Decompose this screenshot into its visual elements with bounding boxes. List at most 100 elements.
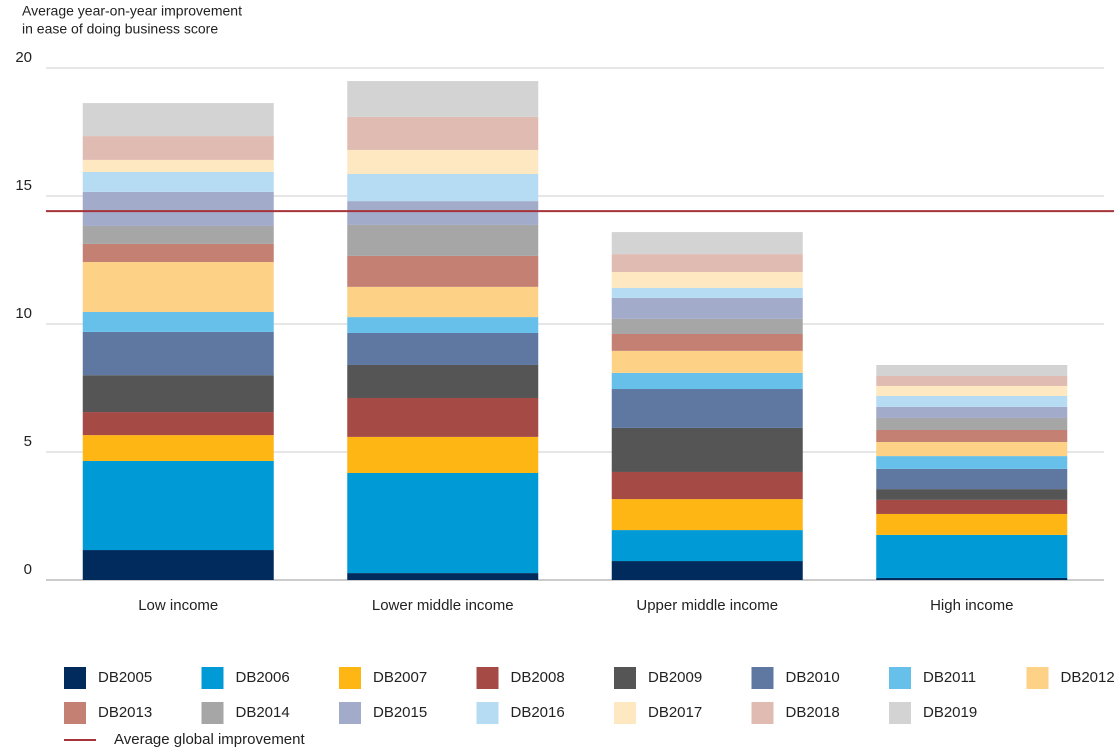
y-axis-title: Average year-on-year improvement: [22, 3, 242, 19]
legend-swatch: [889, 702, 911, 724]
bar-segment: [82, 550, 274, 580]
bar-segment: [611, 471, 803, 500]
legend-swatch: [201, 667, 224, 689]
bar-segment: [876, 375, 1068, 386]
bar-segment: [82, 311, 274, 332]
legend-swatch: [1026, 667, 1049, 689]
y-tick-label: 10: [15, 305, 32, 322]
legend-swatch: [889, 667, 911, 689]
bar-segment: [347, 397, 539, 437]
bar-segment: [347, 173, 539, 202]
bar-segment: [82, 243, 274, 263]
bar-segment: [876, 395, 1068, 407]
y-tick-label: 15: [15, 177, 32, 194]
legend-label: DB2013: [98, 704, 152, 721]
bar-segment: [347, 364, 539, 398]
bar-segment: [611, 272, 803, 288]
legend-label: DB2018: [786, 704, 840, 721]
legend-label: DB2007: [373, 669, 427, 686]
y-tick-label: 20: [15, 49, 32, 66]
bar-segment: [876, 577, 1068, 580]
bar-segment: [611, 350, 803, 373]
bar-segment: [82, 460, 274, 551]
legend-label: DB2009: [648, 669, 702, 686]
bar-segment: [876, 406, 1068, 418]
bar-segment: [876, 513, 1068, 535]
bar-segment: [347, 573, 539, 580]
bar-segment: [611, 427, 803, 472]
bar-segment: [347, 317, 539, 333]
bar-segment: [876, 489, 1068, 500]
bar-segment: [611, 333, 803, 351]
legend-swatch: [614, 702, 636, 724]
bar-segment: [82, 103, 274, 137]
bar-segment: [82, 435, 274, 461]
bar-segment: [611, 297, 803, 319]
bar-segment: [347, 149, 539, 174]
bar-segment: [876, 429, 1068, 443]
bar-segment: [611, 499, 803, 531]
bar-segment: [82, 171, 274, 192]
y-tick-label: 0: [24, 561, 32, 578]
bar-segment: [611, 287, 803, 298]
legend-label: DB2010: [786, 669, 840, 686]
legend-label: DB2014: [236, 704, 290, 721]
legend-label: DB2008: [511, 669, 565, 686]
bar-segment: [82, 331, 274, 376]
bar-segment: [876, 417, 1068, 430]
bar-segment: [347, 255, 539, 287]
legend-label: DB2019: [923, 704, 977, 721]
bar-segment: [347, 116, 539, 150]
bar-segment: [82, 412, 274, 436]
bar-segment: [82, 136, 274, 160]
y-tick-label: 5: [24, 433, 32, 450]
bar-segment: [611, 318, 803, 334]
x-tick-label: High income: [930, 597, 1013, 614]
bar-segment: [611, 530, 803, 562]
bar-segment: [876, 364, 1068, 376]
bar-segment: [82, 225, 274, 244]
bar-segment: [876, 442, 1068, 457]
bar-segment: [611, 372, 803, 390]
bar-segment: [611, 232, 803, 255]
x-tick-label: Low income: [138, 597, 218, 614]
legend-swatch: [476, 702, 499, 724]
bar-segment: [347, 224, 539, 256]
legend-swatch: [201, 702, 224, 724]
legend-swatch: [614, 667, 636, 689]
y-axis-title: in ease of doing business score: [22, 21, 218, 37]
legend-swatch: [64, 667, 86, 689]
bar-segment: [876, 385, 1068, 396]
legend-label: DB2017: [648, 704, 702, 721]
bar-segment: [82, 159, 274, 172]
bar-segment: [611, 389, 803, 428]
bar-segment: [876, 534, 1068, 578]
legend-label: DB2012: [1061, 669, 1114, 686]
legend-label: Average global improvement: [114, 731, 305, 748]
bar-segment: [82, 375, 274, 413]
bar-segment: [347, 286, 539, 318]
legend-label: DB2005: [98, 669, 152, 686]
bar-segment: [82, 191, 274, 226]
legend-label: DB2016: [511, 704, 565, 721]
legend-swatch: [476, 667, 499, 689]
legend-label: DB2015: [373, 704, 427, 721]
x-tick-label: Lower middle income: [372, 597, 514, 614]
bar-segment: [876, 456, 1068, 469]
bar-segment: [611, 254, 803, 273]
legend-label: DB2006: [236, 669, 290, 686]
legend-swatch: [751, 702, 774, 724]
legend-swatch: [339, 702, 361, 724]
legend-swatch: [339, 667, 361, 689]
bar-segment: [347, 332, 539, 365]
bar-segment: [347, 81, 539, 117]
legend-swatch: [751, 667, 774, 689]
x-tick-label: Upper middle income: [636, 597, 778, 614]
legend-label: DB2011: [923, 669, 976, 686]
bar-segment: [876, 468, 1068, 490]
bar-segment: [347, 472, 539, 574]
bar-segment: [611, 561, 803, 580]
bar-segment: [347, 201, 539, 225]
bar-segment: [82, 262, 274, 312]
